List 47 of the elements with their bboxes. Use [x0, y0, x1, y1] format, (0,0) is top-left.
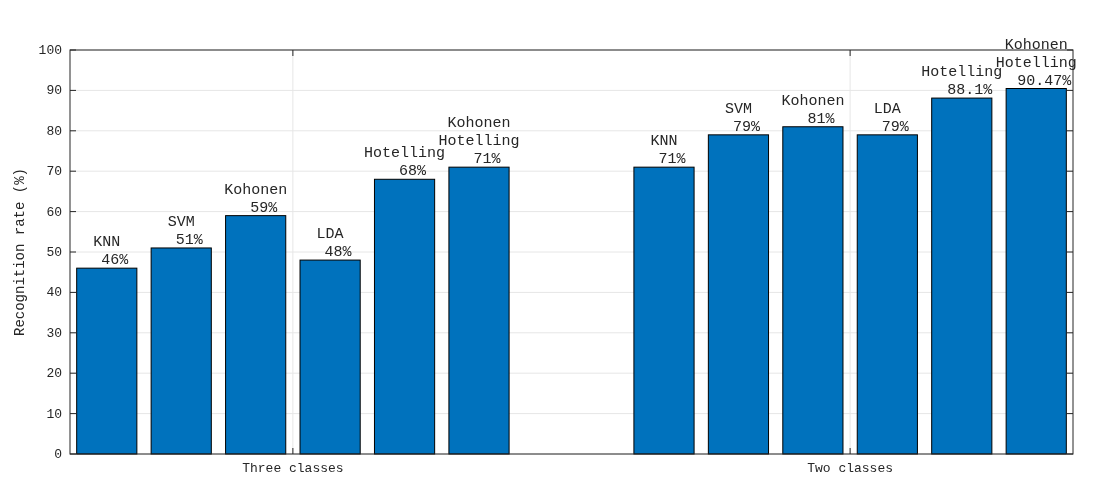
series-label: LDA	[316, 226, 344, 244]
series-label: Kohonen	[224, 181, 288, 199]
y-axis-title: Recognition rate (%)	[12, 167, 28, 337]
bar	[707, 134, 770, 455]
text: LDA	[873, 100, 901, 118]
series-label: Hotelling	[364, 145, 446, 163]
text: SVM	[724, 100, 752, 118]
bar	[782, 126, 844, 455]
bar	[931, 97, 993, 455]
y-tick-label: 60	[46, 204, 62, 220]
y-tick-label: 0	[54, 447, 62, 462]
bar	[448, 166, 510, 455]
data-label: 51%	[175, 231, 204, 249]
data-label: 79%	[881, 118, 910, 136]
data-label: 46%	[101, 252, 130, 270]
text: KNN	[93, 234, 121, 252]
x-tick-label: Two classes	[807, 461, 894, 476]
y-tick-label: 70	[46, 164, 62, 180]
bar	[76, 267, 138, 455]
y-tick-label: 30	[46, 325, 62, 341]
data-label: 79%	[732, 118, 761, 136]
series-label: KNN	[650, 133, 678, 151]
data-label: 88.1%	[947, 82, 994, 100]
y-tick-label: 20	[46, 366, 62, 382]
bar	[150, 247, 212, 455]
bar	[225, 215, 287, 455]
data-label: 81%	[807, 110, 836, 128]
y-tick-label: 40	[46, 285, 62, 301]
bar	[1005, 88, 1067, 455]
text: Kohonen	[781, 92, 845, 110]
y-tick-label: 90	[46, 83, 62, 99]
data-label: 48%	[324, 244, 353, 262]
data-label: 68%	[399, 163, 428, 181]
x-tick-label: Three classes	[242, 461, 344, 476]
bar	[856, 134, 918, 455]
series-label: SVM	[167, 213, 195, 231]
data-label: 71%	[658, 151, 687, 169]
y-tick-label: 80	[46, 123, 62, 139]
bar	[633, 166, 695, 455]
data-label: 59%	[250, 199, 279, 217]
y-tick-label: 10	[46, 406, 62, 422]
data-label: 90.47%	[1017, 72, 1073, 90]
y-tick-label: 50	[46, 245, 62, 260]
bar	[373, 178, 436, 455]
y-tick-label: 100	[38, 43, 62, 58]
bar	[299, 259, 361, 455]
data-label: 71%	[473, 151, 502, 169]
